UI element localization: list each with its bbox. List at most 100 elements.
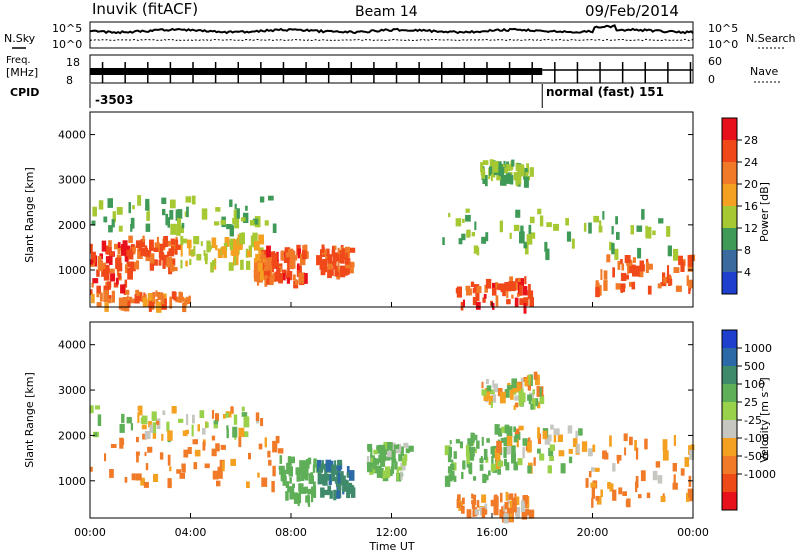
power-cell — [127, 267, 133, 280]
velocity-y-axis-label: Slant Range [km] — [23, 372, 36, 468]
power-cell — [667, 265, 670, 274]
power-cell — [180, 225, 184, 234]
velocity-cell — [211, 435, 216, 441]
velocity-cell — [501, 426, 506, 433]
power-y-tick-label: 2000 — [58, 219, 86, 232]
power-cell — [539, 215, 544, 227]
power-cell — [188, 247, 191, 256]
power-cell — [232, 217, 236, 225]
power-panel: 1000 2000 3000 4000 Slant Range [km] — [23, 111, 696, 314]
velocity-cell — [329, 490, 333, 499]
power-cell — [167, 217, 170, 228]
velocity-cell — [194, 449, 201, 457]
beam-title: Beam 14 — [355, 4, 418, 20]
power-cell — [146, 211, 150, 221]
power-cell — [628, 265, 634, 274]
velocity-cell — [300, 483, 304, 494]
power-cell — [132, 205, 135, 210]
noise-right-tick-top: 10^5 — [708, 22, 738, 35]
power-cell — [327, 263, 333, 270]
x-tick-label: 08:00 — [275, 526, 307, 539]
power-cell — [201, 208, 208, 220]
power-cell — [108, 240, 112, 247]
velocity-cell — [187, 447, 192, 454]
velocity-cell — [483, 393, 489, 401]
power-cell — [229, 199, 233, 207]
power-cell — [149, 239, 154, 251]
x-tick-label: 00:00 — [677, 526, 709, 539]
power-cell — [174, 248, 178, 255]
velocity-cell — [367, 462, 373, 473]
power-cell — [333, 253, 337, 265]
power-cell — [190, 250, 194, 256]
power-cell — [617, 260, 621, 270]
velocity-cell — [141, 424, 147, 430]
power-cell — [493, 160, 499, 173]
velocity-cell — [506, 385, 513, 390]
power-cell — [500, 287, 504, 293]
velocity-cell — [167, 430, 173, 441]
velocity-cell — [296, 473, 300, 480]
power-cell — [184, 211, 187, 217]
noise-right-label: N.Search — [746, 32, 796, 45]
power-cell — [276, 273, 280, 282]
power-cell — [128, 248, 134, 260]
power-cell — [147, 293, 153, 305]
power-cell — [109, 268, 115, 273]
velocity-cell — [298, 493, 301, 501]
power-cell — [126, 249, 131, 257]
velocity-cell — [481, 494, 487, 503]
power-cell — [236, 208, 240, 219]
power-colorbar-segment — [722, 184, 737, 206]
power-cell — [337, 247, 340, 259]
velocity-cell — [143, 481, 149, 488]
power-cell — [465, 208, 470, 213]
velocity-y-tick-label: 4000 — [58, 339, 86, 352]
power-colorbar-segment — [722, 162, 737, 184]
power-cell — [160, 298, 167, 310]
power-cell — [462, 218, 465, 223]
freq-left-tick-top: 18 — [66, 56, 80, 69]
power-cell — [297, 249, 301, 259]
power-cell — [293, 274, 296, 281]
power-cell — [546, 222, 552, 228]
power-cell — [214, 221, 220, 226]
velocity-cell — [514, 431, 521, 441]
velocity-cell — [526, 508, 530, 516]
velocity-cell — [488, 395, 493, 405]
power-cell — [233, 209, 238, 220]
power-cell — [603, 270, 608, 280]
velocity-cell — [333, 489, 337, 501]
power-cell — [91, 220, 96, 226]
power-cell — [340, 259, 345, 264]
power-cell — [515, 209, 521, 218]
velocity-cell — [498, 428, 503, 437]
power-cell — [620, 272, 627, 281]
power-cell — [599, 220, 602, 231]
power-cell — [90, 259, 94, 265]
velocity-cell — [366, 456, 370, 468]
noise-panel: N.Sky 10^5 10^0 10^5 10^0 N.Search — [4, 21, 796, 51]
power-cell — [595, 284, 599, 292]
velocity-cell — [474, 509, 479, 515]
velocity-cell — [453, 475, 457, 482]
power-cell — [148, 300, 152, 312]
power-cell — [154, 242, 160, 252]
velocity-cell — [148, 421, 152, 428]
velocity-cell — [144, 451, 147, 457]
power-cell — [103, 290, 109, 303]
power-cell — [116, 207, 123, 215]
power-cell — [234, 217, 240, 229]
velocity-cell — [491, 394, 497, 403]
power-cell — [200, 241, 203, 247]
velocity-cell — [493, 383, 498, 393]
power-cell — [673, 248, 679, 261]
power-cell — [499, 220, 503, 233]
power-cell — [111, 290, 115, 303]
velocity-cell — [95, 405, 100, 410]
power-cell — [520, 166, 525, 177]
velocity-colorbar-tick-label: -100 — [744, 432, 769, 445]
velocity-cell — [450, 463, 455, 471]
power-cell — [135, 240, 142, 248]
power-cell — [224, 237, 230, 247]
